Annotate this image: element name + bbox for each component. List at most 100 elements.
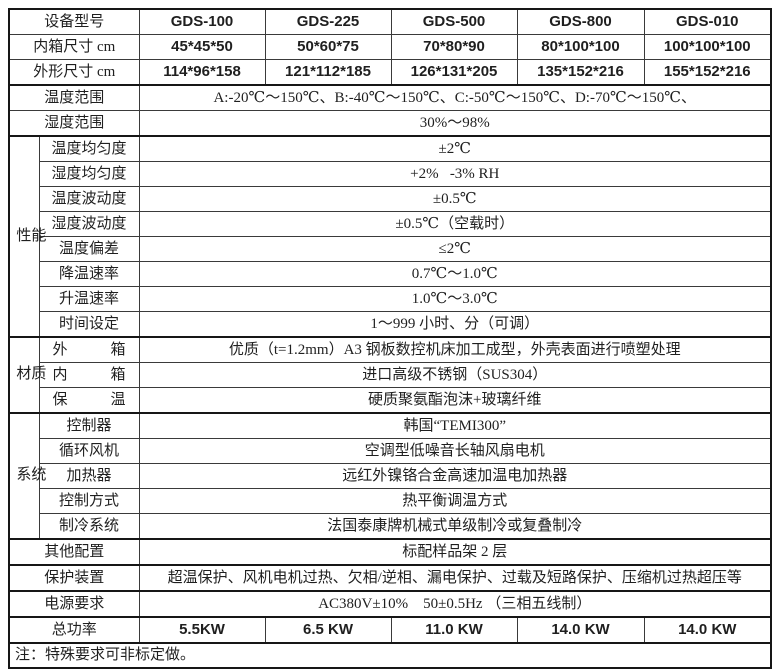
inner-size-value: 45*45*50 bbox=[138, 34, 266, 60]
model-value: GDS-800 bbox=[516, 8, 645, 35]
spec-label: 控制方式 bbox=[38, 488, 140, 514]
total-power-value: 11.0 KW bbox=[390, 616, 518, 644]
spec-value: ±0.5℃ bbox=[138, 186, 772, 212]
spec-label: 保 温 bbox=[38, 387, 140, 414]
spec-label: 升温速率 bbox=[38, 286, 140, 312]
spec-value: 热平衡调温方式 bbox=[138, 488, 772, 514]
protection-value: 超温保护、风机电机过热、欠相/逆相、漏电保护、过载及短路保护、压缩机过热超压等 bbox=[138, 564, 772, 592]
performance-row: 温度波动度 ±0.5℃ bbox=[9, 186, 772, 212]
other-config-value: 标配样品架 2 层 bbox=[138, 538, 772, 566]
spec-value: 硬质聚氨酯泡沫+玻璃纤维 bbox=[138, 387, 772, 414]
protection-row: 保护装置 超温保护、风机电机过热、欠相/逆相、漏电保护、过载及短路保护、压缩机过… bbox=[8, 564, 772, 592]
spec-value: ±2℃ bbox=[138, 135, 772, 162]
humidity-range-row: 湿度范围 30%～98% bbox=[8, 110, 772, 137]
spec-value: 韩国“TEMI300” bbox=[138, 412, 772, 439]
outer-size-value: 121*112*185 bbox=[264, 59, 392, 86]
material-group-text: 材质 bbox=[16, 366, 47, 383]
total-power-value: 14.0 KW bbox=[516, 616, 645, 644]
system-row: 系统 控制器 韩国“TEMI300” bbox=[8, 412, 772, 540]
inner-size-row: 内箱尺寸 cm 45*45*50 50*60*75 70*80*90 80*10… bbox=[8, 34, 772, 60]
outer-size-value: 114*96*158 bbox=[138, 59, 266, 86]
performance-group-label: 性能 bbox=[8, 135, 47, 338]
inner-size-label: 内箱尺寸 cm bbox=[8, 34, 140, 60]
spec-value: 优质（t=1.2mm）A3 钢板数控机床加工成型，外壳表面进行喷塑处理 bbox=[138, 336, 772, 363]
outer-size-label: 外形尺寸 cm bbox=[8, 59, 140, 86]
spec-value: 空调型低噪音长轴风扇电机 bbox=[138, 438, 772, 464]
total-power-label: 总功率 bbox=[8, 616, 140, 644]
spec-label: 加热器 bbox=[38, 463, 140, 489]
outer-size-value: 135*152*216 bbox=[516, 59, 645, 86]
inner-size-value: 100*100*100 bbox=[643, 34, 772, 60]
system-row: 控制方式 热平衡调温方式 bbox=[9, 488, 772, 514]
total-power-value: 6.5 KW bbox=[264, 616, 392, 644]
spec-label: 湿度波动度 bbox=[38, 211, 140, 237]
spec-label: 制冷系统 bbox=[38, 513, 140, 540]
spec-value: 法国泰康牌机械式单级制冷或复叠制冷 bbox=[138, 513, 772, 540]
outer-size-value: 126*131*205 bbox=[390, 59, 518, 86]
material-group-label: 材质 bbox=[8, 336, 47, 414]
temp-range-value: A:-20℃～150℃、B:-40℃～150℃、C:-50℃～150℃、D:-7… bbox=[138, 84, 772, 111]
spec-label: 湿度均匀度 bbox=[38, 161, 140, 187]
material-row: 保 温 硬质聚氨酯泡沫+玻璃纤维 bbox=[9, 387, 772, 414]
power-requirement-label: 电源要求 bbox=[8, 590, 140, 618]
model-row-label: 设备型号 bbox=[8, 8, 140, 35]
spec-value: ≤2℃ bbox=[138, 236, 772, 262]
system-row: 制冷系统 法国泰康牌机械式单级制冷或复叠制冷 bbox=[9, 513, 772, 540]
system-row: 循环风机 空调型低噪音长轴风扇电机 bbox=[9, 438, 772, 464]
system-group-label: 系统 bbox=[8, 412, 47, 540]
system-row: 加热器 远红外镍铬合金高速加温电加热器 bbox=[9, 463, 772, 489]
spec-value: ±0.5℃（空载时） bbox=[138, 211, 772, 237]
spec-label: 外 箱 bbox=[38, 336, 140, 363]
performance-row: 湿度均匀度 +2% -3% RH bbox=[9, 161, 772, 187]
inner-size-value: 50*60*75 bbox=[264, 34, 392, 60]
spec-label: 控制器 bbox=[38, 412, 140, 439]
spec-value: +2% -3% RH bbox=[138, 161, 772, 187]
temp-range-row: 温度范围 A:-20℃～150℃、B:-40℃～150℃、C:-50℃～150℃… bbox=[8, 84, 772, 111]
inner-size-value: 70*80*90 bbox=[390, 34, 518, 60]
other-config-label: 其他配置 bbox=[8, 538, 140, 566]
model-row: 设备型号 GDS-100 GDS-225 GDS-500 GDS-800 GDS… bbox=[8, 8, 772, 35]
outer-size-row: 外形尺寸 cm 114*96*158 121*112*185 126*131*2… bbox=[8, 59, 772, 86]
power-requirement-row: 电源要求 AC380V±10% 50±0.5Hz （三相五线制） bbox=[8, 590, 772, 618]
model-value: GDS-500 bbox=[390, 8, 518, 35]
spec-label: 温度均匀度 bbox=[38, 135, 140, 162]
spec-value: 1.0℃～3.0℃ bbox=[138, 286, 772, 312]
protection-label: 保护装置 bbox=[8, 564, 140, 592]
temp-range-label: 温度范围 bbox=[8, 84, 140, 111]
spec-value: 进口高级不锈钢（SUS304） bbox=[138, 362, 772, 388]
performance-row: 性能 温度均匀度 ±2℃ bbox=[8, 135, 772, 338]
performance-row: 时间设定 1～999 小时、分（可调） bbox=[9, 311, 772, 338]
material-row: 材质 外 箱 优质（t=1.2mm）A3 钢板数控机床加工成型，外壳表面进行喷塑… bbox=[8, 336, 772, 414]
outer-size-value: 155*152*216 bbox=[643, 59, 772, 86]
inner-size-value: 80*100*100 bbox=[516, 34, 645, 60]
humidity-range-value: 30%～98% bbox=[138, 110, 772, 137]
spec-value: 远红外镍铬合金高速加温电加热器 bbox=[138, 463, 772, 489]
spec-label: 循环风机 bbox=[38, 438, 140, 464]
total-power-value: 5.5KW bbox=[138, 616, 266, 644]
spec-label: 温度波动度 bbox=[38, 186, 140, 212]
model-value: GDS-225 bbox=[264, 8, 392, 35]
spec-value: 0.7℃～1.0℃ bbox=[138, 261, 772, 287]
model-value: GDS-100 bbox=[138, 8, 266, 35]
equipment-spec-table: 设备型号 GDS-100 GDS-225 GDS-500 GDS-800 GDS… bbox=[8, 8, 773, 669]
humidity-range-label: 湿度范围 bbox=[8, 110, 140, 137]
model-value: GDS-010 bbox=[643, 8, 772, 35]
performance-row: 湿度波动度 ±0.5℃（空载时） bbox=[9, 211, 772, 237]
spec-label: 内 箱 bbox=[38, 362, 140, 388]
material-row: 内 箱 进口高级不锈钢（SUS304） bbox=[9, 362, 772, 388]
performance-row: 降温速率 0.7℃～1.0℃ bbox=[9, 261, 772, 287]
performance-group-text: 性能 bbox=[16, 227, 47, 244]
spec-label: 降温速率 bbox=[38, 261, 140, 287]
spec-label: 时间设定 bbox=[38, 311, 140, 338]
performance-row: 温度偏差 ≤2℃ bbox=[9, 236, 772, 262]
total-power-value: 14.0 KW bbox=[643, 616, 772, 644]
performance-row: 升温速率 1.0℃～3.0℃ bbox=[9, 286, 772, 312]
spec-label: 温度偏差 bbox=[38, 236, 140, 262]
total-power-row: 总功率 5.5KW 6.5 KW 11.0 KW 14.0 KW 14.0 KW bbox=[8, 616, 772, 644]
note-row: 注：特殊要求可非标定做。 bbox=[8, 642, 772, 669]
note-text: 注：特殊要求可非标定做。 bbox=[8, 642, 772, 669]
spec-value: 1～999 小时、分（可调） bbox=[138, 311, 772, 338]
power-requirement-value: AC380V±10% 50±0.5Hz （三相五线制） bbox=[138, 590, 772, 618]
other-config-row: 其他配置 标配样品架 2 层 bbox=[8, 538, 772, 566]
system-group-text: 系统 bbox=[16, 467, 47, 484]
